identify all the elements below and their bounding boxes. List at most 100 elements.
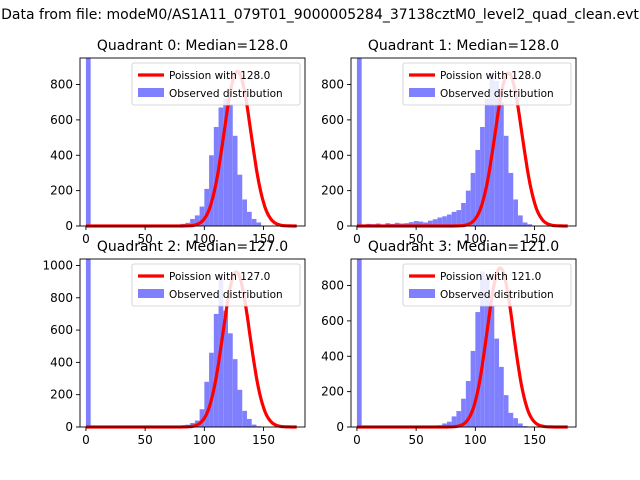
panel-title: Quadrant 2: Median=127.0 (97, 239, 288, 255)
histogram-bar (223, 310, 229, 427)
y-tick-label: 1000 (42, 258, 73, 272)
histogram-bar (446, 421, 452, 427)
x-tick-label: 0 (353, 433, 361, 447)
histogram-bar (232, 359, 238, 427)
x-tick-label: 100 (464, 433, 487, 447)
x-tick-label: 100 (464, 232, 487, 246)
quadrant-panel-1: 0 50 100 150 0 200 400 600 800 Quadrant 1: Median… (321, 38, 577, 246)
histogram-bar (413, 221, 419, 226)
histogram-bar (204, 381, 210, 427)
legend-label: Observed distribution (169, 88, 283, 100)
x-tick-label: 50 (137, 232, 152, 246)
y-tick-label: 0 (65, 420, 73, 434)
histogram-bar (223, 98, 229, 226)
histogram-bar (85, 58, 91, 226)
histogram-bar (228, 103, 233, 226)
histogram-bar (494, 80, 500, 226)
histogram-bar (199, 409, 205, 427)
histogram-bar (190, 218, 195, 226)
legend-label: Poission with 128.0 (169, 70, 270, 82)
histogram-bar (475, 312, 481, 427)
x-tick-label: 150 (252, 433, 275, 447)
histogram-bar (465, 190, 471, 226)
histogram-bar (246, 418, 252, 427)
histogram-bar (503, 395, 509, 427)
histogram-bar (199, 206, 205, 226)
histogram-bar (446, 214, 452, 226)
y-tick-label: 200 (50, 388, 73, 402)
histogram-bar (356, 259, 362, 427)
x-tick-label: 50 (408, 232, 423, 246)
y-tick-label: 600 (50, 113, 73, 127)
histogram-bar (522, 222, 528, 226)
legend-label: Observed distribution (169, 289, 283, 301)
axes-frame (350, 258, 577, 428)
axes-frame (79, 57, 306, 227)
x-tick-label: 150 (523, 232, 546, 246)
histogram-bar (251, 424, 257, 427)
y-tick-label: 800 (50, 291, 73, 305)
histogram-bar (437, 217, 443, 226)
histogram-bar (499, 102, 504, 226)
histogram-bar (456, 411, 462, 427)
histogram-bar (442, 423, 447, 427)
legend-label: Observed distribution (440, 88, 554, 100)
histogram-bar (85, 259, 91, 427)
x-tick-label: 0 (353, 232, 361, 246)
quadrant-panel-2: 0 50 100 150 0 200 400 600 800 1000 Quadrant 2: Me… (42, 239, 306, 447)
histogram-bar (409, 222, 414, 226)
legend-patch-swatch (409, 88, 435, 97)
histogram-bar (461, 398, 466, 427)
panel-title: Quadrant 0: Median=128.0 (97, 38, 288, 54)
y-tick-label: 200 (321, 184, 344, 198)
histogram-bar (237, 389, 243, 427)
histogram-bar (242, 410, 247, 427)
legend-box (131, 62, 301, 106)
legend-box (131, 263, 301, 307)
legend-box (402, 62, 572, 106)
histogram-bar (508, 172, 514, 226)
histogram-bar (480, 126, 485, 226)
y-tick-label: 400 (50, 355, 73, 369)
histogram-bar (418, 221, 424, 226)
y-tick-label: 600 (321, 314, 344, 328)
histogram-bar (461, 203, 466, 226)
histogram-bar (209, 155, 214, 226)
histogram-bar (499, 366, 504, 427)
histogram-bar (451, 416, 457, 427)
histogram-bar (232, 135, 238, 226)
panel-title: Quadrant 1: Median=128.0 (368, 38, 559, 54)
y-tick-label: 400 (50, 148, 73, 162)
x-tick-label: 0 (82, 433, 90, 447)
x-tick-label: 100 (193, 433, 216, 447)
y-tick-label: 200 (321, 385, 344, 399)
histogram-bar (508, 412, 514, 427)
y-tick-label: 0 (65, 219, 73, 233)
axes-frame (79, 258, 306, 428)
histogram-bar (470, 350, 476, 427)
y-tick-label: 600 (321, 113, 344, 127)
x-tick-label: 150 (523, 433, 546, 447)
figure-suptitle: Data from file: modeM0/AS1A11_079T01_900… (1, 7, 639, 23)
histogram-bar (513, 199, 518, 226)
y-tick-label: 600 (50, 323, 73, 337)
histogram-bar (442, 216, 447, 226)
histogram-bar (494, 338, 500, 427)
legend-label: Poission with 128.0 (440, 70, 541, 82)
legend-patch-swatch (138, 289, 164, 298)
histogram-bar (513, 418, 518, 427)
y-tick-label: 800 (321, 78, 344, 92)
y-tick-label: 200 (50, 184, 73, 198)
histogram-bar (456, 210, 462, 226)
histogram-bar (209, 352, 214, 427)
histogram-bar (256, 222, 262, 226)
histogram-bar (451, 211, 457, 226)
histogram-bar (242, 199, 247, 226)
legend-label: Poission with 121.0 (440, 271, 541, 283)
legend-box (402, 263, 572, 307)
histogram-bar (527, 224, 533, 226)
histogram-bar (204, 188, 210, 226)
histogram-bar (427, 220, 433, 226)
histogram-bar (465, 381, 471, 427)
